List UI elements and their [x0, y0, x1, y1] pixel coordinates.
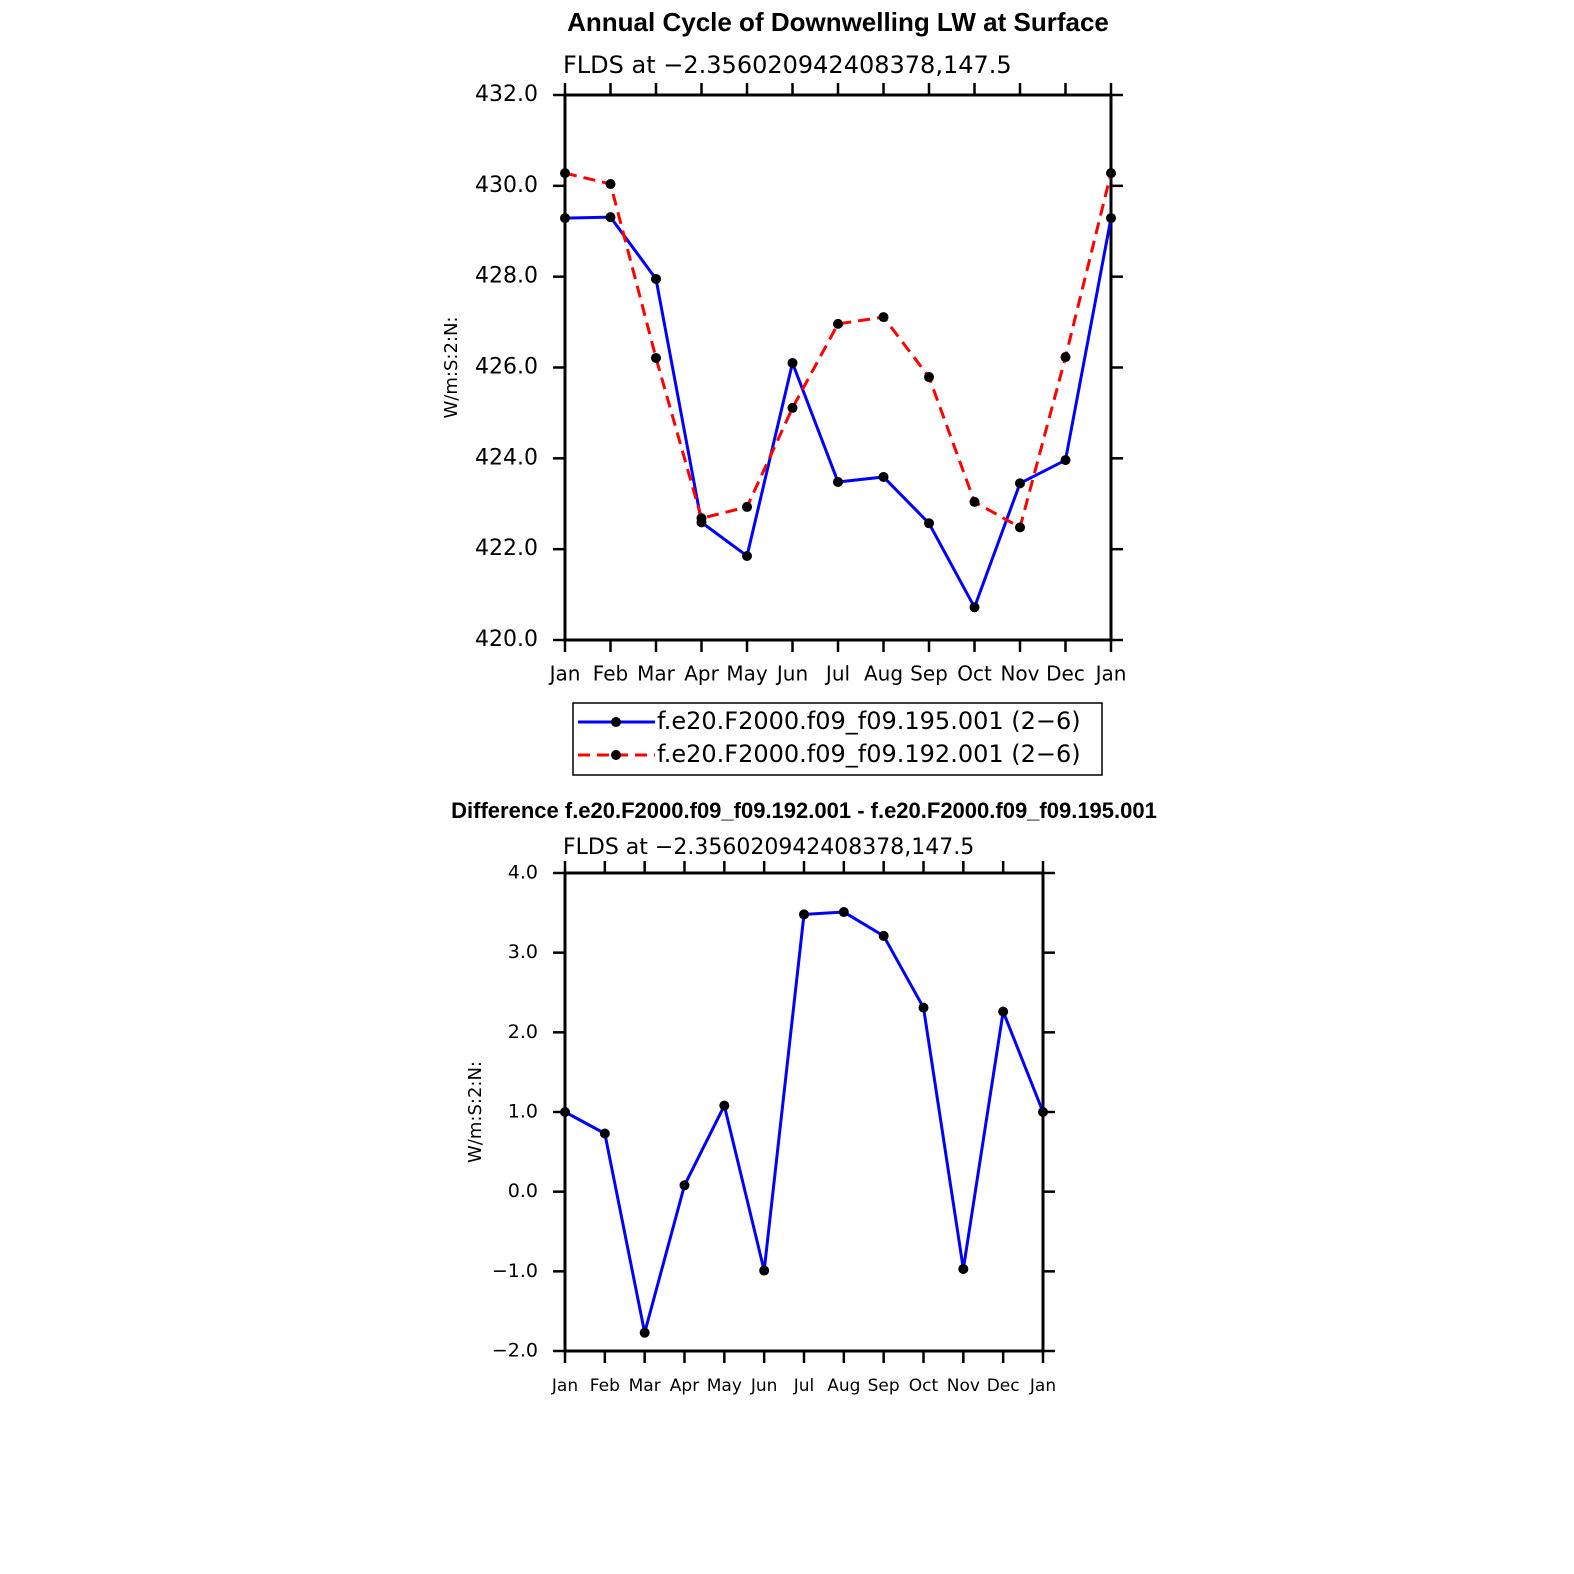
x-tick-label: Apr [684, 662, 719, 686]
x-tick-label: Dec [1046, 662, 1085, 686]
data-point [719, 1100, 730, 1111]
data-point [838, 907, 849, 918]
x-tick-label: Feb [590, 1376, 620, 1396]
data-point [1015, 522, 1025, 533]
y-axis-label: W/m:S:2:N: [441, 317, 462, 419]
y-tick-label: 430.0 [475, 173, 538, 198]
data-point [560, 1107, 570, 1117]
chart-title: Difference f.e20.F2000.f09_f09.192.001 -… [451, 798, 1157, 823]
y-tick-label: 420.0 [475, 627, 538, 652]
data-point [560, 213, 570, 224]
data-point [759, 1265, 770, 1276]
data-point [1106, 213, 1116, 224]
y-tick-label: 424.0 [475, 445, 538, 470]
data-point [1060, 352, 1071, 363]
legend-label: f.e20.F2000.f09_f09.192.001 (2−6) [657, 740, 1081, 768]
chart-subtitle: FLDS at −2.356020942408378,147.5 [563, 51, 1012, 79]
x-tick-label: Jan [551, 1376, 578, 1396]
legend-box [572, 702, 1103, 776]
x-tick-label: Jun [775, 662, 808, 686]
data-point [924, 372, 934, 383]
data-point [787, 357, 798, 368]
plot-frame [563, 871, 1045, 1353]
data-point [639, 1327, 650, 1338]
data-point [1015, 478, 1025, 489]
x-tick-label: Jul [793, 1376, 815, 1396]
data-point [998, 1006, 1009, 1017]
data-point [969, 602, 980, 613]
x-tick-label: May [726, 662, 768, 686]
data-point [605, 212, 616, 223]
x-tick-label: Aug [827, 1376, 860, 1396]
x-tick-label: Sep [910, 662, 948, 686]
data-point [878, 312, 889, 323]
x-tick-label: May [707, 1376, 742, 1396]
x-tick-label: Nov [1000, 662, 1039, 686]
x-tick-label: Jun [750, 1376, 778, 1396]
data-point [924, 518, 934, 529]
x-tick-label: Feb [593, 662, 628, 686]
y-axis-label: W/m:S:2:N: [465, 1061, 486, 1163]
data-point [742, 550, 752, 561]
data-point [787, 402, 798, 413]
data-point [696, 513, 707, 524]
chart-subtitle: FLDS at −2.356020942408378,147.5 [563, 835, 974, 860]
x-tick-label: Oct [909, 1376, 939, 1396]
data-point [1038, 1107, 1048, 1117]
x-tick-label: Jan [548, 662, 581, 686]
data-point [679, 1180, 690, 1191]
y-tick-label: 3.0 [508, 941, 538, 963]
series-line [564, 171, 1113, 530]
series-line [564, 910, 1045, 1334]
y-tick-label: 2.0 [508, 1021, 538, 1043]
data-point [958, 1263, 969, 1274]
data-point [605, 179, 616, 190]
y-tick-label: 426.0 [475, 355, 538, 380]
y-tick-label: 422.0 [475, 536, 538, 561]
chart-title: Annual Cycle of Downwelling LW at Surfac… [567, 7, 1109, 37]
x-tick-label: Dec [987, 1376, 1020, 1396]
x-tick-label: Nov [947, 1376, 980, 1396]
x-tick-label: Sep [868, 1376, 900, 1396]
legend-marker [611, 717, 621, 727]
data-point [799, 909, 809, 920]
x-tick-label: Jul [824, 662, 850, 686]
y-tick-label: 432.0 [475, 82, 538, 107]
data-point [651, 352, 661, 363]
x-tick-label: Aug [864, 662, 903, 686]
data-point [969, 496, 980, 507]
data-point [833, 318, 843, 329]
x-tick-label: Mar [629, 1376, 661, 1396]
y-tick-label: 0.0 [508, 1180, 538, 1202]
data-point [1060, 455, 1071, 466]
data-point [878, 471, 889, 482]
data-point [651, 273, 661, 284]
data-point [833, 476, 843, 487]
y-tick-label: −1.0 [492, 1260, 538, 1282]
y-tick-label: 4.0 [508, 862, 538, 884]
data-point [918, 1002, 929, 1013]
x-tick-label: Apr [670, 1376, 699, 1396]
y-tick-label: 1.0 [508, 1101, 538, 1123]
data-point [742, 501, 752, 512]
x-tick-label: Mar [637, 662, 676, 686]
x-tick-label: Jan [1029, 1376, 1056, 1396]
plot-frame [563, 93, 1113, 642]
data-point [878, 930, 889, 941]
legend-marker [611, 750, 621, 760]
legend-label: f.e20.F2000.f09_f09.195.001 (2−6) [657, 707, 1081, 735]
x-tick-label: Oct [957, 662, 992, 686]
y-tick-label: 428.0 [475, 264, 538, 289]
y-tick-label: −2.0 [492, 1340, 538, 1362]
data-point [1106, 168, 1116, 179]
series-line [564, 215, 1113, 611]
data-point [599, 1128, 610, 1139]
data-point [560, 168, 570, 179]
x-tick-label: Jan [1094, 662, 1127, 686]
